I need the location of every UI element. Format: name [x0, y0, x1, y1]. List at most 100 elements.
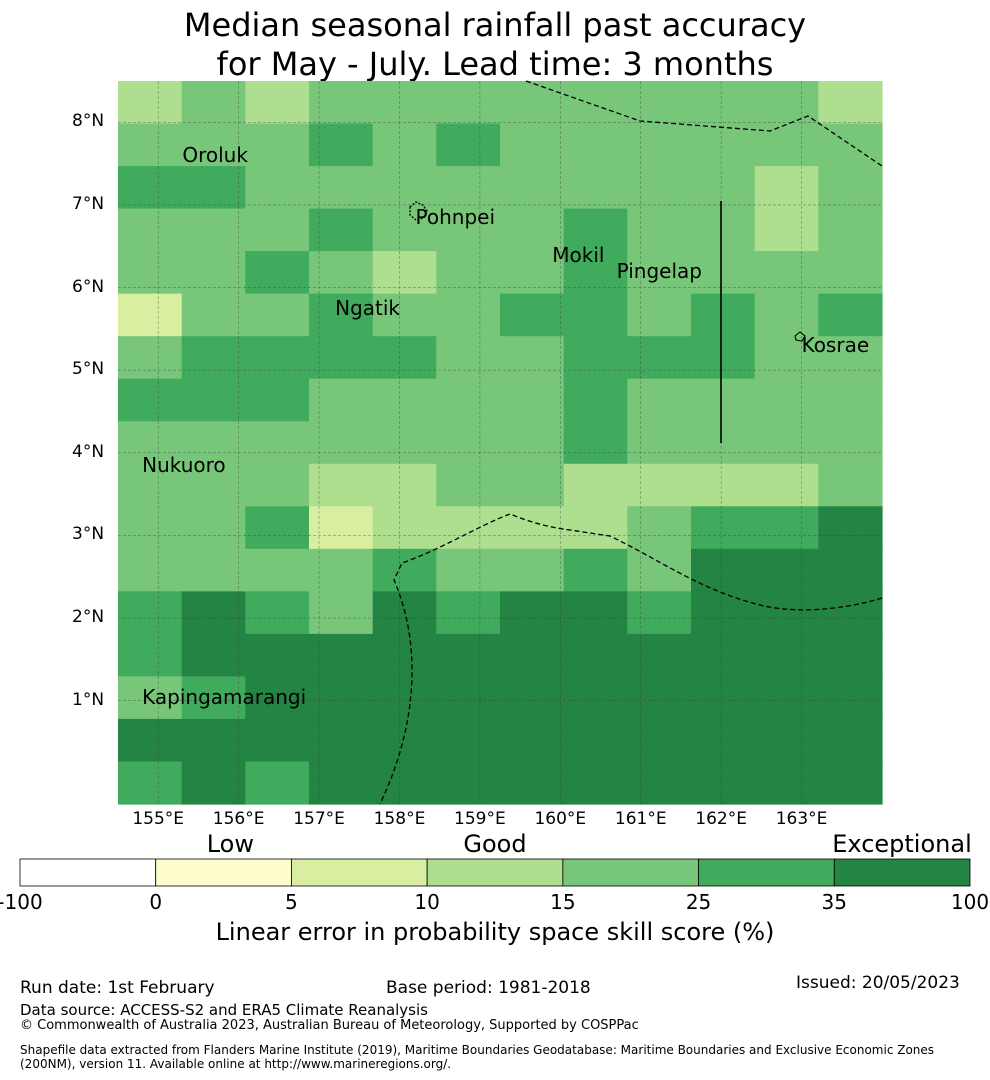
lat-tick-label: 3°N	[72, 524, 105, 545]
skill-cell	[436, 718, 501, 763]
lon-tick-label: 161°E	[614, 809, 667, 829]
skill-cell	[436, 293, 501, 337]
skill-cell	[691, 718, 756, 763]
skill-cell	[754, 676, 819, 720]
skill-cell	[181, 166, 246, 210]
skill-cell	[563, 378, 628, 422]
skill-cell	[245, 463, 310, 507]
skill-cell	[691, 463, 756, 507]
skill-cell	[309, 123, 374, 167]
colorbar-title: Linear error in probability space skill …	[215, 918, 775, 946]
skill-cell	[500, 166, 565, 210]
base-period: Base period: 1981-2018	[386, 978, 591, 998]
skill-cell	[245, 548, 310, 592]
skill-cell	[436, 591, 501, 635]
skill-cell	[436, 421, 501, 465]
graticule	[118, 81, 882, 804]
skill-cell	[500, 463, 565, 507]
skill-cell	[563, 251, 628, 295]
skill-cell	[118, 293, 183, 337]
skill-cell	[563, 293, 628, 337]
skill-cell	[372, 548, 437, 592]
skill-cell	[818, 378, 883, 422]
colorbar-segment	[698, 858, 835, 887]
place-label-kosrae: Kosrae	[801, 333, 870, 358]
skill-cell	[754, 548, 819, 592]
place-label-pingelap: Pingelap	[616, 259, 702, 284]
skill-cell	[754, 633, 819, 678]
skill-cell	[181, 761, 246, 805]
lon-tick-label: 160°E	[534, 809, 587, 829]
lon-tick-label: 155°E	[132, 809, 185, 829]
skill-cell	[436, 208, 501, 252]
lat-tick-label: 2°N	[72, 607, 105, 628]
skill-cell	[818, 676, 883, 720]
skill-cell	[818, 208, 883, 252]
eez-boundary-southeast	[379, 513, 883, 805]
colorbar	[19, 858, 971, 887]
colorbar-segment	[426, 858, 564, 887]
skill-cell	[754, 591, 819, 635]
skill-cell	[500, 208, 565, 252]
skill-cell	[436, 166, 501, 210]
skill-cell	[309, 421, 374, 465]
colorbar-segment	[19, 858, 157, 887]
skill-cell	[691, 336, 756, 380]
skill-cell	[436, 251, 501, 295]
lat-tick-label: 1°N	[72, 689, 105, 710]
skill-cell	[118, 633, 183, 678]
skill-cell	[754, 378, 819, 422]
skill-cell	[627, 676, 692, 720]
skill-cell	[181, 463, 246, 507]
skill-cell	[372, 166, 437, 210]
skill-cell	[818, 548, 883, 592]
skill-cell	[500, 718, 565, 763]
skill-cell	[691, 506, 756, 550]
skill-cell	[372, 378, 437, 422]
skill-cell	[563, 166, 628, 210]
skill-cell	[309, 633, 374, 678]
skill-cell	[181, 591, 246, 635]
skill-cell	[754, 336, 819, 380]
skill-cell	[245, 81, 310, 125]
skill-cell	[754, 293, 819, 337]
skill-cell	[500, 251, 565, 295]
skill-cell	[500, 633, 565, 678]
skill-cell	[372, 633, 437, 678]
skill-cell	[627, 123, 692, 167]
skill-cell	[372, 336, 437, 380]
skill-cell	[500, 293, 565, 337]
skill-cell	[691, 251, 756, 295]
skill-cell	[118, 166, 183, 210]
kosrae-island-outline	[794, 331, 806, 342]
skill-cell	[118, 421, 183, 465]
skill-cell	[627, 463, 692, 507]
skill-cell	[436, 123, 501, 167]
skill-cell	[754, 761, 819, 805]
skill-cell	[627, 293, 692, 337]
skill-cell	[754, 251, 819, 295]
skill-cell	[691, 421, 756, 465]
skill-cell	[309, 251, 374, 295]
skill-cell	[563, 336, 628, 380]
skill-cell	[691, 293, 756, 337]
skill-cell	[181, 378, 246, 422]
skill-cell	[181, 293, 246, 337]
skill-cell	[181, 123, 246, 167]
skill-cell	[118, 123, 183, 167]
skill-cell	[118, 548, 183, 592]
skill-cell	[436, 378, 501, 422]
skill-cell	[563, 718, 628, 763]
skill-cell	[245, 251, 310, 295]
skill-cell	[627, 548, 692, 592]
colorbar-tick-label: 10	[414, 890, 440, 914]
run-date: Run date: 1st February	[20, 978, 215, 998]
map-title-line2: for May - July. Lead time: 3 months	[216, 45, 774, 83]
issued-date: Issued: 20/05/2023	[796, 973, 960, 993]
skill-cell	[309, 548, 374, 592]
skill-cell	[500, 81, 565, 125]
skill-cell	[181, 633, 246, 678]
skill-cell	[436, 548, 501, 592]
skill-cell	[627, 633, 692, 678]
skill-cell	[500, 421, 565, 465]
